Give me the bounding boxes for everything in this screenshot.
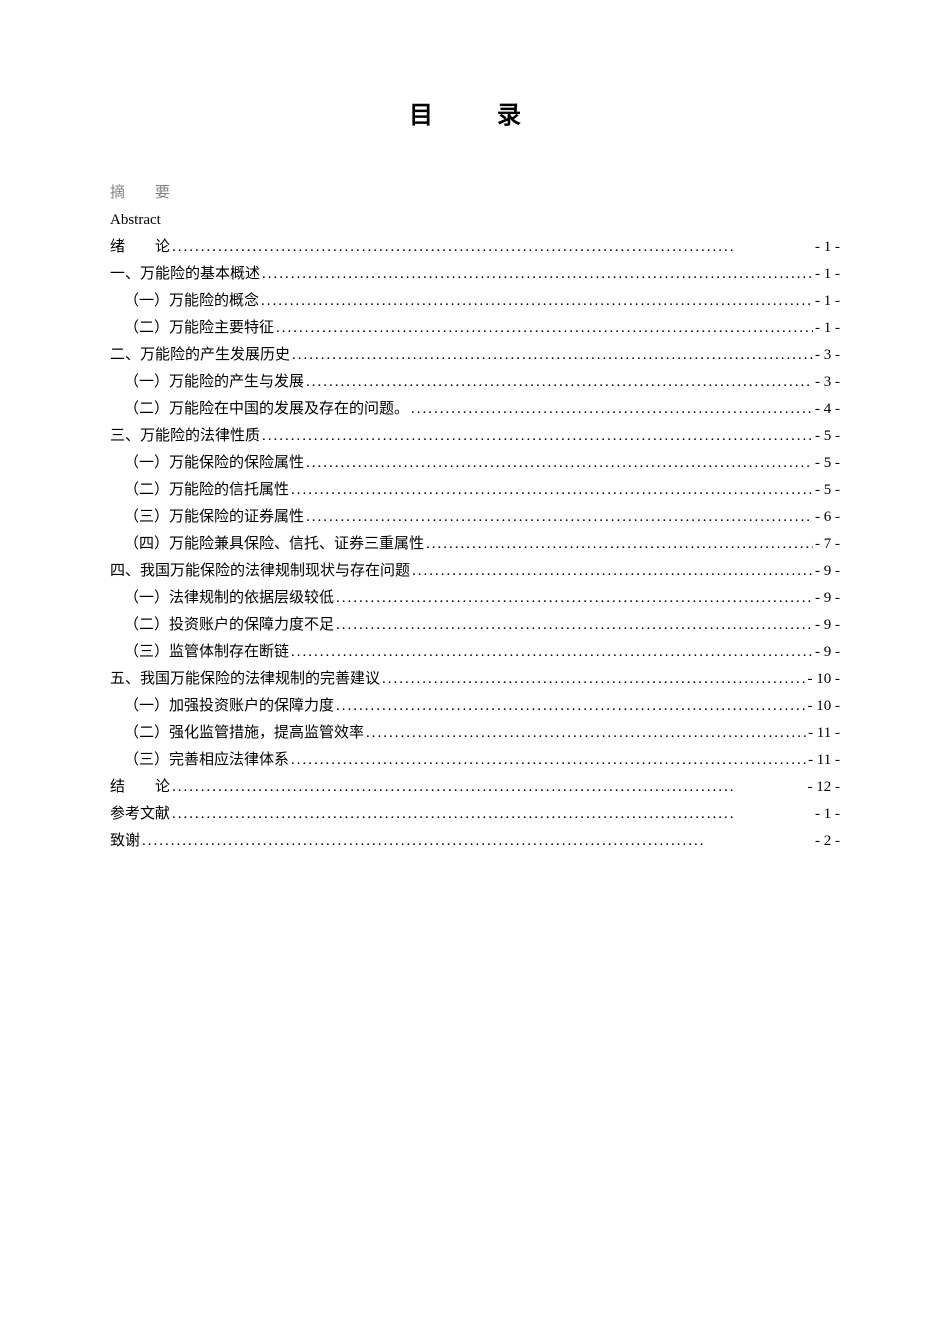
- toc-entry-dots: ........................................…: [276, 315, 813, 342]
- toc-entry-page: - 1 -: [815, 261, 840, 288]
- toc-entry-label: 三、万能险的法律性质: [110, 423, 260, 450]
- toc-entry-page: - 4 -: [815, 396, 840, 423]
- toc-entry: 四、我国万能保险的法律规制现状与存在问题....................…: [110, 558, 840, 585]
- toc-entry-dots: ........................................…: [336, 693, 805, 720]
- toc-entry: （四）万能险兼具保险、信托、证券三重属性....................…: [110, 531, 840, 558]
- toc-entry-page: - 9 -: [815, 612, 840, 639]
- toc-entry-dots: ........................................…: [291, 747, 806, 774]
- toc-entry-label: （一）万能险的产生与发展: [124, 369, 304, 396]
- toc-entry: 一、万能险的基本概述..............................…: [110, 261, 840, 288]
- toc-entry-dots: ........................................…: [336, 585, 813, 612]
- toc-entry: （二）万能险主要特征..............................…: [110, 315, 840, 342]
- toc-entry-label: （二）投资账户的保障力度不足: [124, 612, 334, 639]
- toc-entry-page: - 1 -: [815, 234, 840, 261]
- toc-entry-dots: ........................................…: [262, 423, 813, 450]
- toc-entry-label: （二）万能险主要特征: [124, 315, 274, 342]
- toc-entry: （二）投资账户的保障力度不足..........................…: [110, 612, 840, 639]
- toc-entry-page: - 5 -: [815, 423, 840, 450]
- toc-entry-page: - 11 -: [808, 747, 840, 774]
- toc-entry: （一）万能保险的保险属性............................…: [110, 450, 840, 477]
- toc-entry-label: （一）万能险的概念: [124, 288, 259, 315]
- toc-entry-dots: ........................................…: [291, 639, 813, 666]
- toc-entry-label: （二）万能险在中国的发展及存在的问题。: [124, 396, 409, 423]
- toc-entry: （二）万能险的信托属性.............................…: [110, 477, 840, 504]
- toc-entry-label: （二）强化监管措施，提高监管效率: [124, 720, 364, 747]
- toc-entry-dots: ........................................…: [292, 342, 813, 369]
- toc-entry-dots: ........................................…: [306, 504, 813, 531]
- toc-entry-dots: ........................................…: [172, 774, 805, 801]
- toc-entry-label: Abstract: [110, 207, 161, 234]
- toc-entry-page: - 1 -: [815, 288, 840, 315]
- toc-entry: 绪 论.....................................…: [110, 234, 840, 261]
- toc-entry-page: - 5 -: [815, 450, 840, 477]
- toc-entry-dots: ........................................…: [411, 396, 813, 423]
- toc-entry-page: - 12 -: [808, 774, 841, 801]
- toc-entry-label: 二、万能险的产生发展历史: [110, 342, 290, 369]
- toc-entry-label: （一）加强投资账户的保障力度: [124, 693, 334, 720]
- toc-entry-dots: ........................................…: [412, 558, 813, 585]
- toc-entry-dots: ........................................…: [262, 261, 813, 288]
- toc-entry: （二）强化监管措施，提高监管效率........................…: [110, 720, 840, 747]
- toc-entry-label: 四、我国万能保险的法律规制现状与存在问题: [110, 558, 410, 585]
- toc-entry-page: - 11 -: [808, 720, 840, 747]
- toc-entry-page: - 2 -: [815, 828, 840, 855]
- toc-entry-label: （四）万能险兼具保险、信托、证券三重属性: [124, 531, 424, 558]
- toc-entry-page: - 1 -: [815, 801, 840, 828]
- toc-entry-label: 结 论: [110, 774, 170, 801]
- toc-entry-page: - 3 -: [815, 369, 840, 396]
- toc-entry-label: （三）监管体制存在断链: [124, 639, 289, 666]
- toc-entry-label: （二）万能险的信托属性: [124, 477, 289, 504]
- toc-entry: 参考文献....................................…: [110, 801, 840, 828]
- toc-entry: 二、万能险的产生发展历史............................…: [110, 342, 840, 369]
- toc-entry-label: （一）法律规制的依据层级较低: [124, 585, 334, 612]
- toc-entry: Abstract................................…: [110, 207, 840, 234]
- toc-entry: （一）万能险的产生与发展............................…: [110, 369, 840, 396]
- toc-entry-label: 一、万能险的基本概述: [110, 261, 260, 288]
- toc-entry: （三）万能保险的证券属性............................…: [110, 504, 840, 531]
- toc-entry: （二）万能险在中国的发展及存在的问题。.....................…: [110, 396, 840, 423]
- toc-entry-page: - 9 -: [815, 585, 840, 612]
- toc-entry-label: （一）万能保险的保险属性: [124, 450, 304, 477]
- toc-entry-dots: ........................................…: [261, 288, 813, 315]
- toc-entry-page: - 3 -: [815, 342, 840, 369]
- table-of-contents: 摘 要.....................................…: [110, 180, 840, 855]
- toc-entry-dots: ........................................…: [172, 801, 813, 828]
- toc-entry-label: 五、我国万能保险的法律规制的完善建议: [110, 666, 380, 693]
- toc-entry-page: - 10 -: [808, 693, 841, 720]
- toc-entry: 三、万能险的法律性质..............................…: [110, 423, 840, 450]
- toc-entry-dots: ........................................…: [336, 612, 813, 639]
- toc-entry: 五、我国万能保险的法律规制的完善建议......................…: [110, 666, 840, 693]
- toc-entry-dots: ........................................…: [142, 828, 813, 855]
- toc-entry-dots: ........................................…: [172, 234, 813, 261]
- toc-entry-label: 参考文献: [110, 801, 170, 828]
- toc-entry-dots: ........................................…: [382, 666, 805, 693]
- toc-entry: 摘 要.....................................…: [110, 180, 840, 207]
- toc-entry-dots: ........................................…: [426, 531, 813, 558]
- toc-entry: （一）法律规制的依据层级较低..........................…: [110, 585, 840, 612]
- toc-entry-page: - 9 -: [815, 639, 840, 666]
- toc-entry-label: 摘 要: [110, 180, 170, 207]
- toc-entry-page: - 9 -: [815, 558, 840, 585]
- toc-entry: 致谢......................................…: [110, 828, 840, 855]
- toc-entry-dots: ........................................…: [366, 720, 806, 747]
- toc-entry-dots: ........................................…: [291, 477, 813, 504]
- toc-entry-page: - 7 -: [815, 531, 840, 558]
- toc-entry: （三）完善相应法律体系.............................…: [110, 747, 840, 774]
- toc-entry-dots: ........................................…: [306, 450, 813, 477]
- toc-entry-page: - 10 -: [808, 666, 841, 693]
- toc-entry-page: - 1 -: [815, 315, 840, 342]
- page-title: 目 录: [110, 95, 840, 130]
- toc-entry-label: 致谢: [110, 828, 140, 855]
- toc-entry-page: - 6 -: [815, 504, 840, 531]
- toc-entry-page: - 5 -: [815, 477, 840, 504]
- toc-entry: 结 论.....................................…: [110, 774, 840, 801]
- toc-entry: （一）加强投资账户的保障力度..........................…: [110, 693, 840, 720]
- toc-entry: （一）万能险的概念...............................…: [110, 288, 840, 315]
- toc-entry-label: （三）完善相应法律体系: [124, 747, 289, 774]
- toc-entry: （三）监管体制存在断链.............................…: [110, 639, 840, 666]
- document-page: 目 录 摘 要.................................…: [0, 0, 950, 855]
- toc-entry-dots: ........................................…: [306, 369, 813, 396]
- toc-entry-label: （三）万能保险的证券属性: [124, 504, 304, 531]
- toc-entry-label: 绪 论: [110, 234, 170, 261]
